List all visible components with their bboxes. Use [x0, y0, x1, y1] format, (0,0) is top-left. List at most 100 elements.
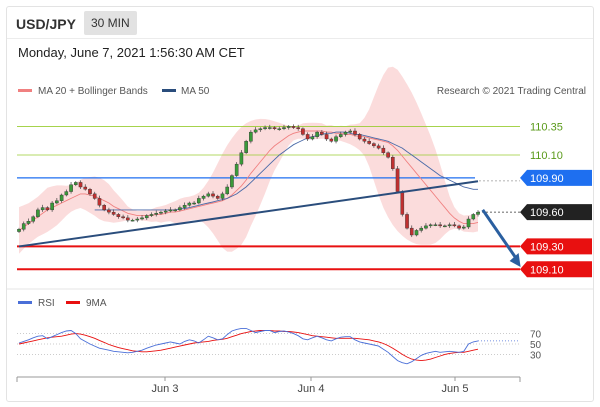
candle-body	[50, 202, 54, 211]
price-panel: 110.35 110.10 109.90 109.60 109.30 109.10	[17, 66, 592, 278]
candle-body	[201, 195, 206, 199]
timeframe-button[interactable]: 30 MIN	[84, 11, 137, 35]
candle-body	[182, 205, 187, 208]
rsi-tick-label: 70	[530, 330, 542, 341]
x-axis-tick-label: Jun 4	[298, 383, 325, 395]
candle-body	[433, 224, 438, 226]
candle-body	[386, 152, 390, 158]
current-price-label: 109.60	[530, 207, 564, 219]
candle-body	[45, 207, 50, 211]
candle-body	[135, 218, 140, 221]
candle-body	[405, 214, 409, 229]
current-price-tag	[520, 204, 592, 221]
candle-body	[272, 127, 277, 129]
candle-body	[92, 193, 97, 199]
ma50-legend-label: MA 50	[181, 86, 210, 97]
candle-body	[107, 209, 111, 213]
candle-body	[414, 230, 419, 236]
candle-body	[26, 221, 31, 224]
candle-body	[338, 134, 343, 137]
candle-body	[239, 152, 244, 165]
candle-body	[126, 217, 130, 221]
candle-body	[73, 182, 78, 185]
x-axis-tick-label: Jun 3	[152, 383, 179, 395]
candle-body	[249, 131, 253, 142]
candle-body	[40, 207, 45, 211]
support-level-label: 109.10	[530, 264, 564, 276]
rsi-legend-swatch	[18, 301, 32, 304]
ma20-legend-swatch	[18, 89, 32, 92]
candle-body	[102, 205, 106, 211]
candle-body	[253, 129, 258, 133]
candle-body	[357, 134, 362, 140]
candle-body	[296, 127, 300, 129]
candle-body	[315, 131, 319, 137]
bollinger-band	[19, 66, 478, 254]
ma50-legend-swatch	[162, 89, 176, 92]
candle-body	[173, 209, 177, 212]
ma20-legend-label: MA 20 + Bollinger Bands	[38, 86, 148, 97]
candle-body	[301, 128, 305, 135]
candle-body	[391, 157, 395, 169]
candle-body	[17, 229, 21, 232]
candle-body	[220, 193, 225, 199]
forecast-arrow-shaft	[481, 209, 518, 260]
resistance-level-label: 109.90	[530, 173, 564, 185]
candle-body	[21, 223, 26, 230]
candle-body	[31, 216, 35, 222]
candle-body	[409, 227, 414, 236]
resistance-level-tag	[520, 169, 592, 186]
candle-body	[395, 168, 400, 192]
candle-body	[367, 141, 371, 144]
trendline	[18, 180, 479, 248]
candle-body	[178, 207, 182, 211]
candle-body	[97, 198, 102, 206]
candle-body	[187, 202, 192, 206]
candle-body	[372, 143, 376, 147]
candle-body	[443, 225, 447, 228]
candle-body	[197, 198, 201, 204]
candle-body	[291, 126, 296, 128]
symbol-label: USD/JPY	[16, 16, 76, 32]
candle-body	[320, 131, 324, 135]
candle-body	[116, 214, 121, 217]
candle-body	[144, 215, 149, 219]
candle-body	[69, 184, 73, 192]
candle-body	[447, 224, 452, 227]
support-level-label: 109.30	[530, 241, 564, 253]
ma50-line	[94, 131, 478, 211]
candle-body	[59, 194, 64, 201]
candle-body	[163, 210, 168, 213]
candle-body	[64, 191, 69, 196]
candle-body	[452, 224, 457, 227]
candle-body	[140, 217, 144, 220]
chart-header: USD/JPY 30 MIN	[7, 7, 593, 39]
candle-body	[466, 218, 471, 228]
candle-body	[121, 216, 125, 219]
candle-body	[277, 128, 282, 130]
rsi-legend-label: RSI	[38, 298, 55, 309]
candle-body	[282, 127, 286, 129]
candle-body	[305, 134, 310, 140]
candle-body	[353, 130, 357, 135]
candle-body	[225, 186, 230, 195]
support-level-tag	[520, 261, 592, 278]
candle-body	[78, 182, 83, 188]
candle-body	[334, 136, 338, 142]
target-level-label: 110.10	[530, 150, 563, 162]
rsi-ma-line	[18, 330, 479, 362]
candle-body	[329, 138, 334, 142]
candle-body	[263, 127, 267, 129]
candle-body	[419, 227, 424, 231]
candle-body	[154, 213, 159, 215]
candle-body	[476, 211, 480, 215]
forecast-arrow-head	[509, 253, 521, 267]
candle-body	[428, 224, 433, 227]
credit-label: Research © 2021 Trading Central	[437, 86, 586, 97]
support-level-tag	[520, 238, 592, 255]
candle-body	[159, 211, 163, 214]
candle-body	[381, 147, 386, 153]
candle-body	[348, 130, 353, 133]
candle-body	[168, 209, 173, 212]
